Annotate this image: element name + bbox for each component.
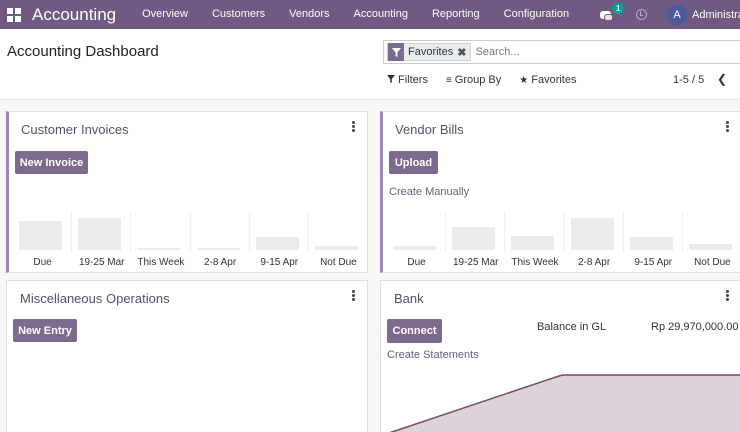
create-statements-link[interactable]: Create Statements	[387, 349, 479, 361]
menu-reporting[interactable]: Reporting	[431, 8, 480, 20]
bank-balance-graph[interactable]	[381, 351, 740, 432]
new-invoice-button[interactable]: New Invoice	[15, 151, 88, 174]
chevron-left-icon[interactable]: ❮	[717, 72, 728, 86]
new-entry-button[interactable]: New Entry	[13, 319, 77, 342]
kebab-menu-icon[interactable]	[726, 121, 729, 132]
clock-icon[interactable]	[636, 9, 647, 20]
connect-button[interactable]: Connect	[387, 319, 442, 343]
chart-tick-label: This Week	[137, 257, 185, 268]
chart-divider	[445, 212, 447, 252]
menu-overview[interactable]: Overview	[142, 8, 188, 20]
kebab-menu-icon[interactable]	[352, 290, 355, 301]
bank-card: Bank Connect Balance in GL Rp 29,970,000…	[380, 280, 740, 432]
chart-divider	[563, 212, 565, 252]
group-by-button[interactable]: ≡ Group By	[444, 71, 503, 89]
misc-operations-card: Miscellaneous Operations New Entry	[6, 280, 368, 432]
filters-label: Filters	[398, 74, 428, 86]
search-facet-favorites[interactable]: Favorites ✖	[387, 43, 472, 61]
chart-tick-label: Not Due	[694, 257, 731, 268]
card-title[interactable]: Bank	[394, 291, 424, 306]
facet-label: Favorites	[408, 46, 454, 58]
search-input[interactable]	[475, 46, 676, 58]
chart-tick-label: Due	[407, 257, 426, 268]
filters-button[interactable]: Filters	[385, 71, 430, 89]
avatar[interactable]: A	[667, 4, 687, 25]
message-count-badge: 1	[612, 2, 625, 14]
chart-bar[interactable]	[137, 248, 181, 250]
user-name[interactable]: Administrator	[692, 8, 740, 21]
chart-divider	[504, 212, 506, 252]
chart-bar[interactable]	[393, 246, 437, 250]
balance-label: Balance in GL	[537, 321, 607, 333]
chart-tick-label: 9-15 Apr	[634, 257, 673, 268]
search-box[interactable]: Favorites ✖	[383, 40, 740, 64]
chart-divider	[681, 212, 683, 252]
chart-bar[interactable]	[511, 236, 555, 250]
create-manually-link[interactable]: Create Manually	[389, 186, 470, 198]
apps-grid-icon[interactable]	[7, 7, 21, 22]
customer-invoices-card: Customer Invoices New Invoice Due 19-25 M…	[6, 111, 368, 273]
invoices-chart[interactable]: Due 19-25 Mar This Week 2-8 Apr 9-15 Apr Not …	[9, 212, 367, 274]
favorites-button[interactable]: ★ Favorites	[517, 71, 578, 89]
chart-bar[interactable]	[688, 244, 732, 250]
kebab-menu-icon[interactable]	[352, 121, 355, 132]
chart-bar[interactable]	[314, 246, 358, 250]
group-by-label: Group By	[454, 74, 502, 86]
bars-icon: ≡	[445, 74, 452, 86]
chat-icon[interactable]: 1	[600, 2, 625, 21]
chart-divider	[130, 212, 132, 252]
vendor-bills-card: Vendor Bills Upload Create Manually Due 1…	[380, 111, 740, 273]
star-icon: ★	[519, 74, 529, 86]
close-icon[interactable]: ✖	[457, 46, 467, 59]
filter-bar: Filters ≡ Group By ★ Favorites	[385, 71, 592, 89]
menu-vendors[interactable]: Vendors	[289, 8, 330, 20]
chart-divider	[71, 212, 73, 252]
menu-accounting[interactable]: Accounting	[353, 8, 408, 20]
card-title[interactable]: Miscellaneous Operations	[20, 291, 170, 306]
bills-chart[interactable]: Due 19-25 Mar This Week 2-8 Apr 9-15 Apr Not …	[383, 212, 740, 274]
chart-divider	[307, 212, 309, 252]
page-title: Accounting Dashboard	[7, 43, 159, 60]
chart-tick-label: 2-8 Apr	[203, 257, 237, 268]
chart-tick-label: 2-8 Apr	[577, 257, 611, 268]
favorites-label: Favorites	[531, 74, 577, 86]
chart-divider	[622, 212, 624, 252]
chart-tick-label: This Week	[511, 257, 559, 268]
chart-bar[interactable]	[78, 218, 122, 250]
card-title[interactable]: Customer Invoices	[21, 122, 129, 137]
filter-icon	[388, 43, 404, 61]
menu-customers[interactable]: Customers	[211, 8, 266, 20]
menu-configuration[interactable]: Configuration	[503, 8, 570, 20]
balance-value: Rp 29,970,000.00	[651, 321, 739, 333]
chart-bar[interactable]	[196, 248, 240, 250]
chart-tick-label: Not Due	[320, 257, 357, 268]
chart-bar[interactable]	[19, 221, 63, 250]
chart-tick-label: 19-25 Mar	[78, 257, 125, 268]
chart-bar[interactable]	[570, 218, 614, 250]
chart-bar[interactable]	[255, 237, 299, 250]
main-menu: Overview Customers Vendors Accounting Re…	[130, 0, 581, 29]
pager-value[interactable]: 1-5 / 5	[673, 74, 705, 86]
chart-divider	[189, 212, 191, 252]
card-title[interactable]: Vendor Bills	[395, 122, 464, 137]
chart-tick-label: Due	[33, 257, 52, 268]
top-navbar: Accounting Overview Customers Vendors Ac…	[0, 0, 740, 29]
chart-bar[interactable]	[452, 227, 496, 250]
bank-graph-area	[391, 375, 740, 432]
chart-divider	[248, 212, 250, 252]
systray: 1 A Administrator	[600, 0, 740, 29]
upload-button[interactable]: Upload	[389, 151, 438, 174]
app-name[interactable]: Accounting	[32, 4, 117, 24]
chart-tick-label: 9-15 Apr	[260, 257, 299, 268]
kebab-menu-icon[interactable]	[726, 290, 729, 301]
filter-icon	[387, 74, 395, 86]
chart-bar[interactable]	[629, 237, 673, 250]
bank-graph-line	[389, 374, 740, 432]
chart-tick-label: 19-25 Mar	[452, 257, 499, 268]
